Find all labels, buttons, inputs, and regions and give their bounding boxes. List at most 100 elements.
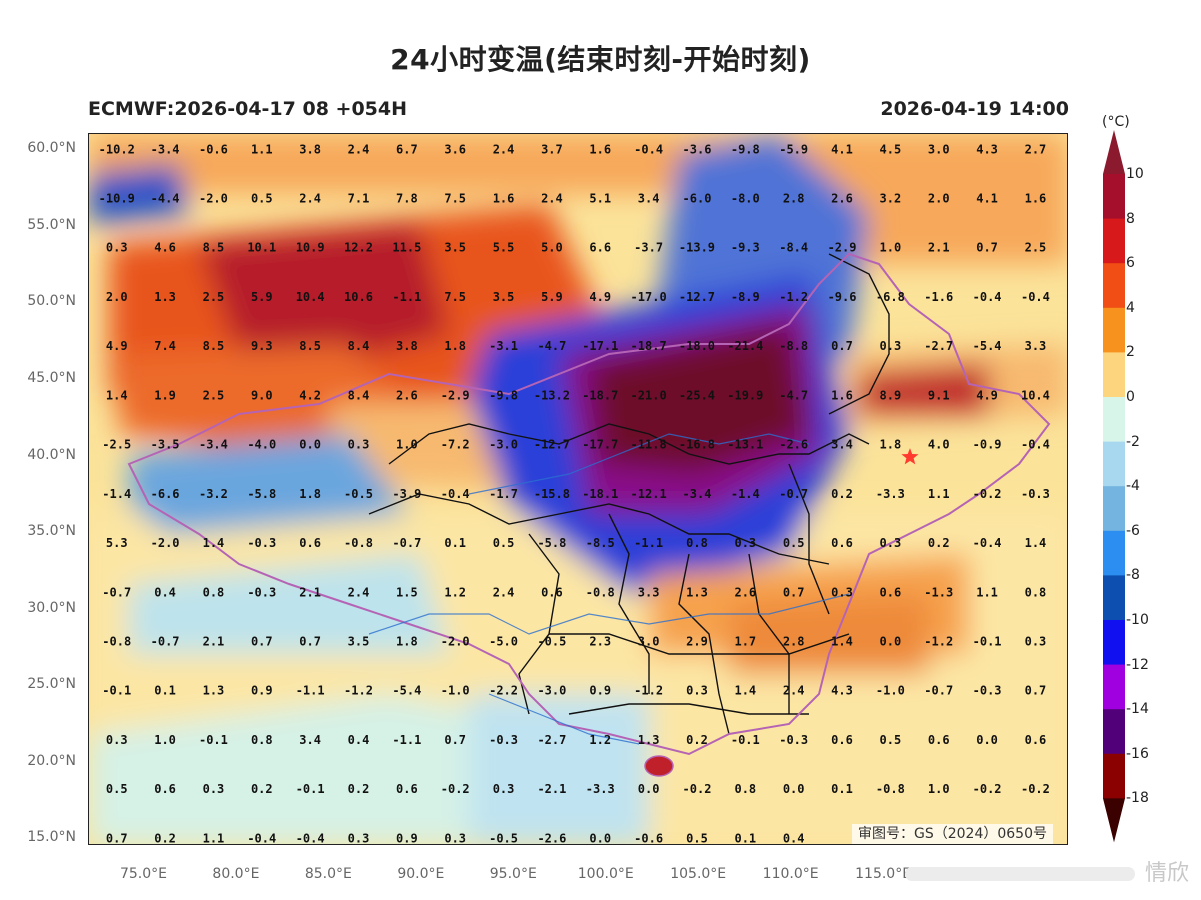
grid-value: -0.2 bbox=[683, 782, 712, 796]
grid-value: -6.0 bbox=[683, 192, 712, 206]
grid-value: 2.1 bbox=[928, 241, 950, 255]
grid-value: 0.4 bbox=[154, 585, 176, 599]
longitude-tick-label: 100.0°E bbox=[577, 866, 634, 882]
grid-value: -12.1 bbox=[631, 487, 667, 501]
grid-value: -0.5 bbox=[344, 487, 373, 501]
grid-value: 6.7 bbox=[396, 142, 418, 156]
grid-value: 1.8 bbox=[396, 634, 418, 648]
grid-value: 0.1 bbox=[444, 536, 466, 550]
grid-value: 0.1 bbox=[154, 684, 176, 698]
grid-value: -0.4 bbox=[247, 831, 276, 845]
latitude-tick-label: 40.0°N bbox=[27, 446, 76, 463]
grid-value: -0.8 bbox=[102, 634, 131, 648]
colorbar-level-label: -6 bbox=[1126, 522, 1140, 539]
latitude-tick-label: 50.0°N bbox=[27, 293, 76, 310]
grid-value: 3.4 bbox=[299, 733, 321, 747]
grid-value: -3.6 bbox=[683, 142, 712, 156]
grid-value: 0.2 bbox=[928, 536, 950, 550]
grid-value: 0.2 bbox=[831, 487, 853, 501]
grid-value: 11.5 bbox=[392, 241, 421, 255]
latitude-tick-label: 55.0°N bbox=[27, 216, 76, 233]
grid-value: 0.9 bbox=[251, 684, 273, 698]
grid-value: 4.5 bbox=[880, 142, 902, 156]
grid-value: -10.2 bbox=[99, 142, 135, 156]
grid-value: -2.9 bbox=[828, 241, 857, 255]
grid-value: -0.9 bbox=[973, 438, 1002, 452]
colorbar-level-label: 2 bbox=[1126, 344, 1135, 361]
grid-value: 3.6 bbox=[444, 142, 466, 156]
grid-value: -0.5 bbox=[537, 634, 566, 648]
grid-value: -0.1 bbox=[296, 782, 325, 796]
grid-value: 1.8 bbox=[880, 438, 902, 452]
grid-value: -0.4 bbox=[441, 487, 470, 501]
colorbar-level-label: -16 bbox=[1126, 745, 1149, 762]
grid-value: -0.4 bbox=[1021, 290, 1050, 304]
grid-value: 1.1 bbox=[203, 831, 225, 845]
grid-value: 0.0 bbox=[880, 634, 902, 648]
grid-value: 1.0 bbox=[928, 782, 950, 796]
colorbar-swatch bbox=[1103, 575, 1125, 621]
grid-value: 2.4 bbox=[348, 585, 370, 599]
grid-value: -0.2 bbox=[1021, 782, 1050, 796]
grid-value: -0.4 bbox=[296, 831, 325, 845]
grid-value: -18.7 bbox=[582, 388, 618, 402]
grid-value: 1.1 bbox=[976, 585, 998, 599]
grid-value: 5.1 bbox=[589, 192, 611, 206]
grid-value: -18.0 bbox=[679, 339, 715, 353]
grid-value: -3.4 bbox=[151, 142, 180, 156]
grid-value: 2.4 bbox=[299, 192, 321, 206]
grid-value: 0.0 bbox=[299, 438, 321, 452]
grid-value: -1.4 bbox=[731, 487, 760, 501]
colorbar-swatch bbox=[1103, 263, 1125, 309]
grid-value: -3.1 bbox=[489, 339, 518, 353]
grid-value: 7.1 bbox=[348, 192, 370, 206]
grid-value: -17.1 bbox=[582, 339, 618, 353]
grid-value: 1.5 bbox=[396, 585, 418, 599]
longitude-tick-label: 90.0°E bbox=[397, 866, 445, 882]
grid-value: 1.0 bbox=[396, 438, 418, 452]
rivers bbox=[368, 433, 850, 745]
grid-value: -5.8 bbox=[537, 536, 566, 550]
grid-value: 0.3 bbox=[831, 585, 853, 599]
grid-value: 1.6 bbox=[831, 388, 853, 402]
grid-value: 10.4 bbox=[1021, 388, 1050, 402]
grid-value: 7.5 bbox=[444, 192, 466, 206]
grid-value: 2.1 bbox=[203, 634, 225, 648]
grid-value: 1.3 bbox=[638, 733, 660, 747]
grid-value: 1.9 bbox=[154, 388, 176, 402]
grid-value: 0.9 bbox=[589, 684, 611, 698]
grid-value: -2.6 bbox=[537, 831, 566, 845]
grid-value: 0.7 bbox=[251, 634, 273, 648]
colorbar-level-label: -10 bbox=[1126, 612, 1149, 628]
grid-value: 0.5 bbox=[880, 733, 902, 747]
grid-value: 0.5 bbox=[686, 831, 708, 845]
grid-value: -1.1 bbox=[634, 536, 663, 550]
colorbar-level-label: -14 bbox=[1126, 701, 1149, 718]
grid-value: 0.9 bbox=[396, 831, 418, 845]
grid-value: -9.6 bbox=[828, 290, 857, 304]
grid-value: -5.4 bbox=[973, 339, 1002, 353]
grid-value: 1.0 bbox=[154, 733, 176, 747]
grid-value: 8.5 bbox=[299, 339, 321, 353]
hainan-island bbox=[644, 755, 674, 777]
colorbar-swatch bbox=[1103, 307, 1125, 353]
grid-value: 0.3 bbox=[493, 782, 515, 796]
grid-value: -11.8 bbox=[631, 438, 667, 452]
beijing-marker bbox=[901, 448, 919, 465]
grid-value: 2.4 bbox=[783, 684, 805, 698]
grid-value: -4.7 bbox=[537, 339, 566, 353]
temperature-change-map[interactable]: -10.2 -3.4 -0.6 1.1 3.8 2.4 6.7 3.6 2.4 3.7 1.6 -0.… bbox=[88, 133, 1068, 845]
grid-value: -2.7 bbox=[924, 339, 953, 353]
grid-value: -0.6 bbox=[199, 142, 228, 156]
grid-value: -1.0 bbox=[876, 684, 905, 698]
chart-title: 24小时变温(结束时刻-开始时刻) bbox=[390, 43, 811, 76]
grid-value: 2.6 bbox=[396, 388, 418, 402]
grid-value: 8.5 bbox=[203, 339, 225, 353]
grid-value: -0.8 bbox=[586, 585, 615, 599]
grid-value: -0.6 bbox=[634, 831, 663, 845]
grid-value: 2.7 bbox=[1025, 142, 1047, 156]
grid-value: 5.9 bbox=[541, 290, 563, 304]
grid-value: 5.0 bbox=[541, 241, 563, 255]
grid-value: 2.5 bbox=[1025, 241, 1047, 255]
grid-value: -0.8 bbox=[344, 536, 373, 550]
